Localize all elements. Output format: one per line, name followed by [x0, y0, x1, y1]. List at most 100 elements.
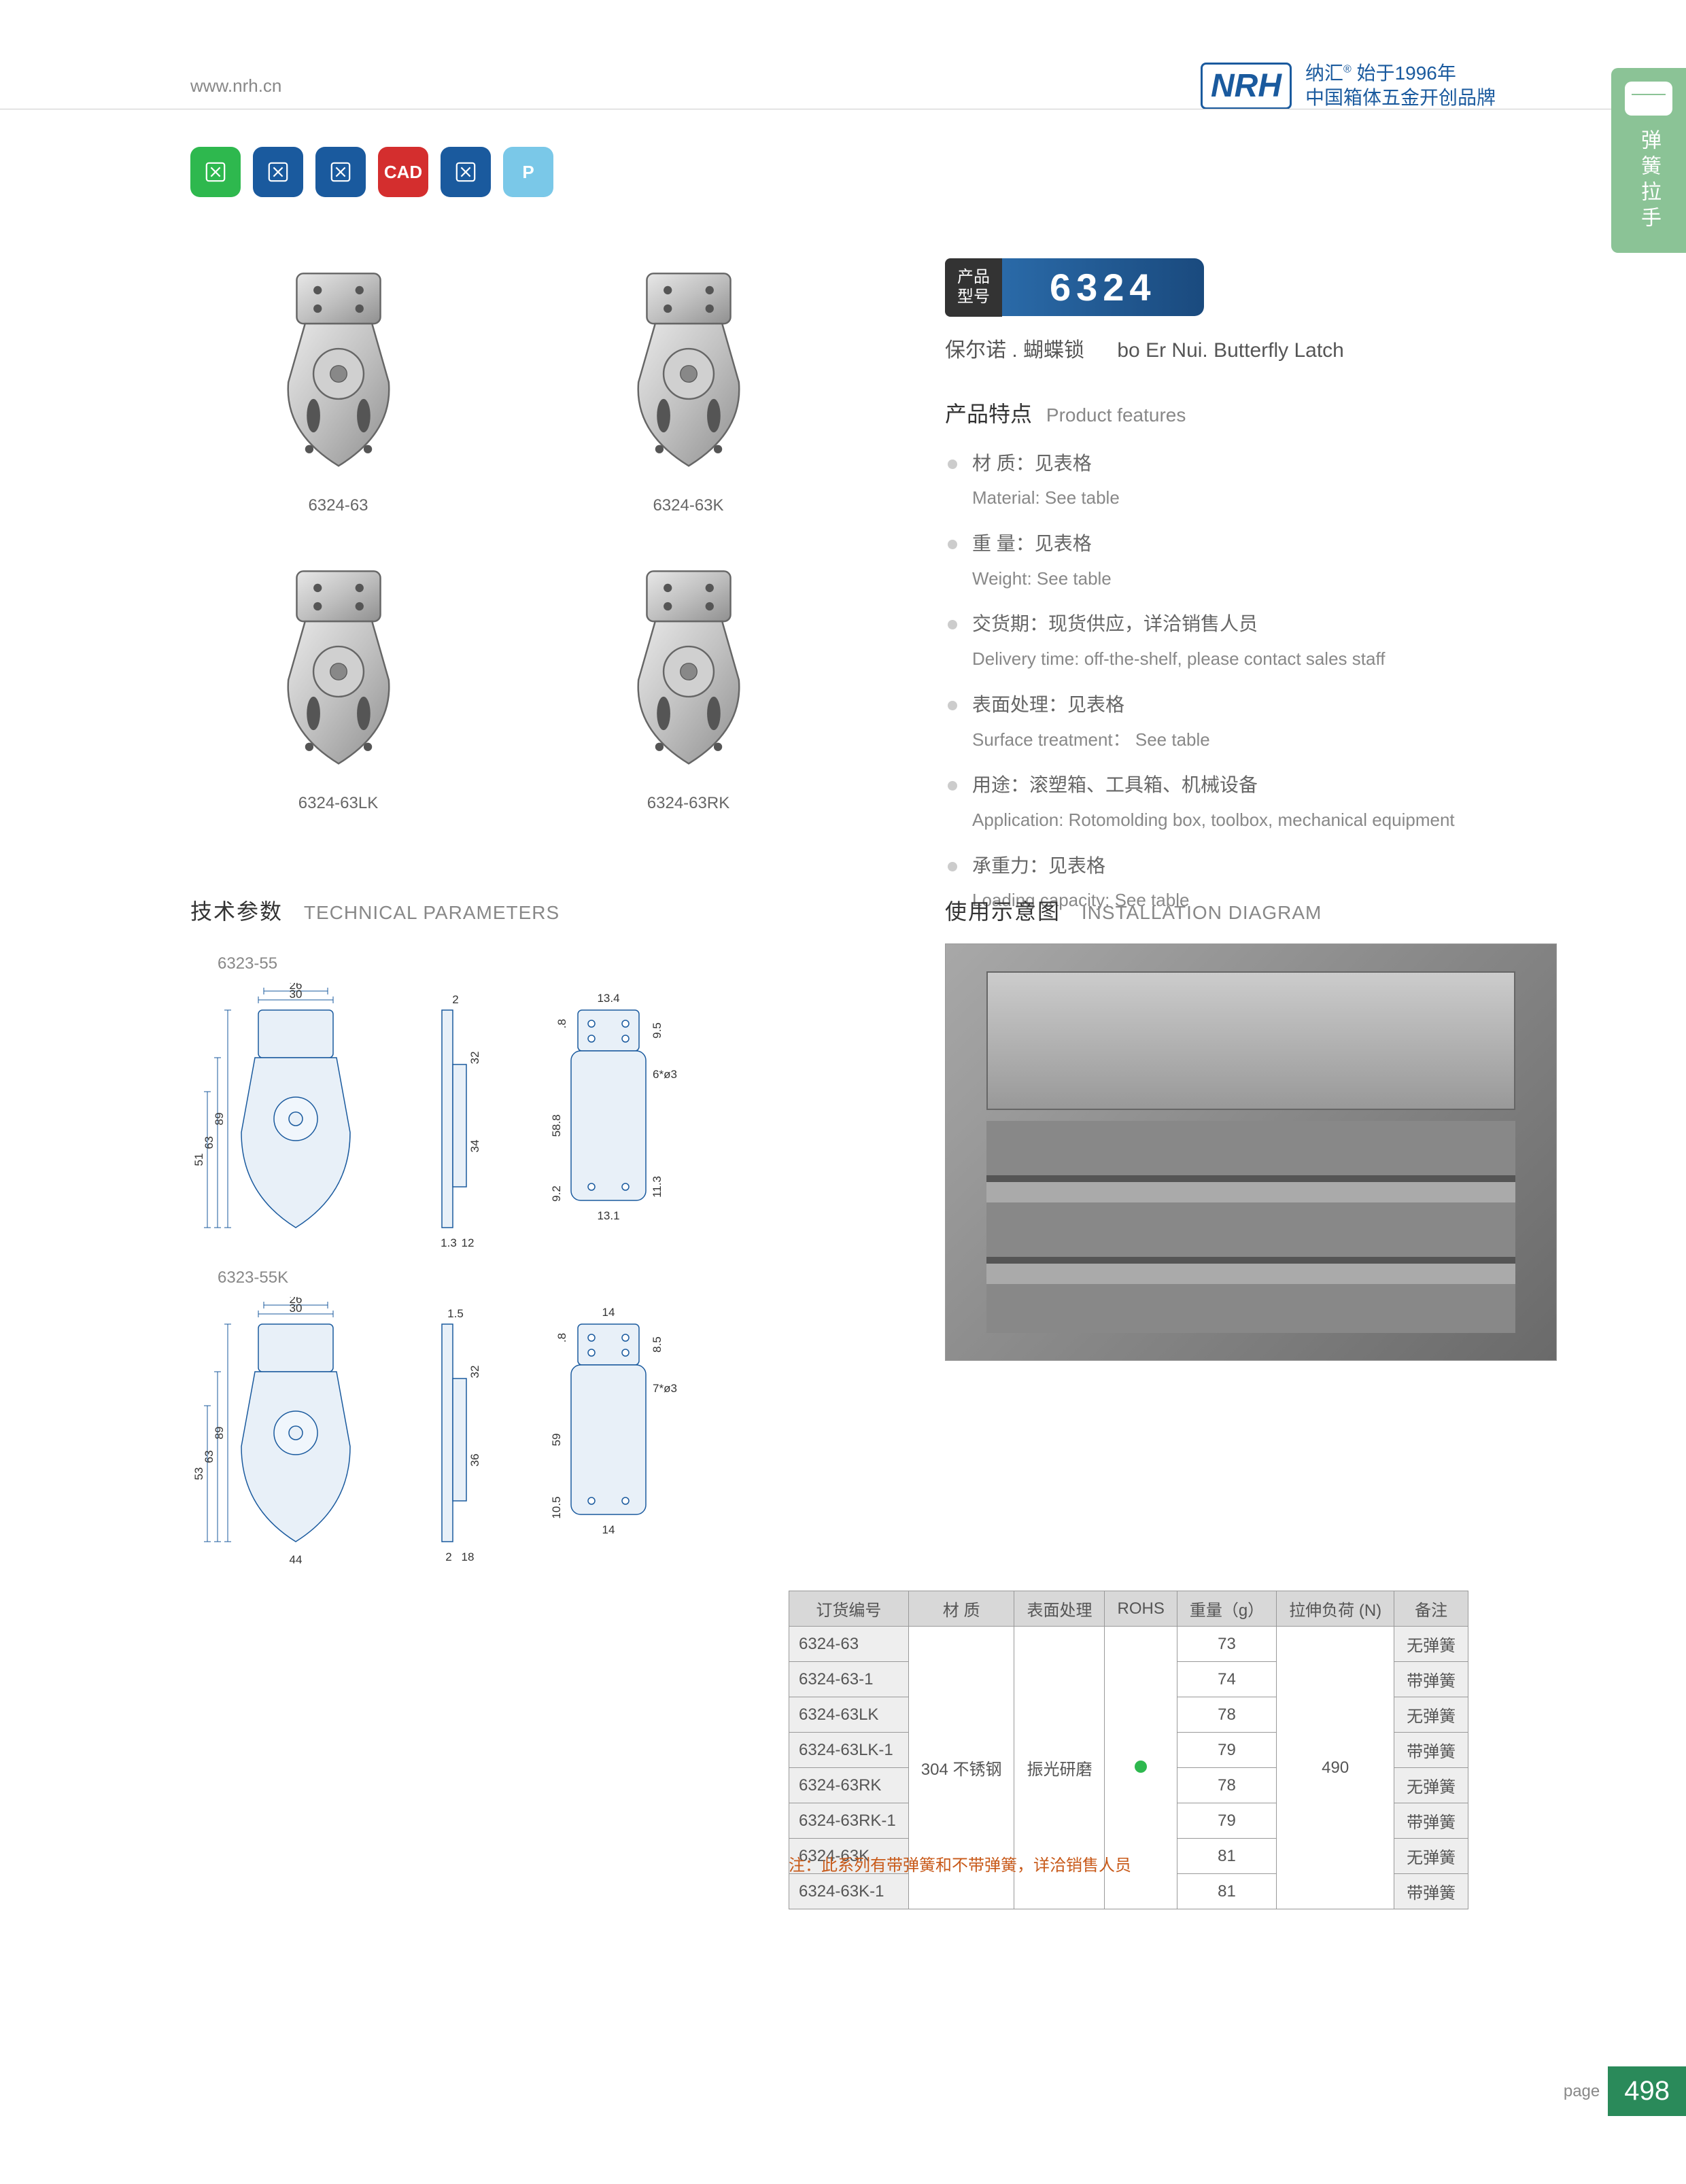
cad-icon: CAD [378, 147, 428, 197]
drawing-row: 3026 89 63 53 44 1.5 32 36 218 [190, 1297, 904, 1569]
feature-item-cn: 重 量：见表格 [945, 529, 1557, 559]
feature-item-en: Application: Rotomolding box, toolbox, m… [945, 806, 1557, 835]
brand-tagline: 中国箱体五金开创品牌 [1305, 86, 1496, 110]
tech-heading-cn: 技术参数 [190, 899, 283, 924]
product-cell: 6324-63 [190, 258, 486, 515]
product-label: 6324-63K [540, 496, 836, 515]
svg-text:6*ø3: 6*ø3 [653, 1068, 677, 1081]
feature-item-en: Delivery time: off-the-shelf, please con… [945, 645, 1557, 674]
svg-text:89: 89 [213, 1427, 226, 1440]
svg-text:9.5: 9.5 [651, 1022, 664, 1039]
model-badge: 产品型号 6324 [945, 258, 1557, 317]
product-name-en: bo Er Nui. Butterfly Latch [1117, 339, 1344, 362]
svg-text:26: 26 [290, 1297, 303, 1306]
brand-year: 始于1996年 [1357, 63, 1456, 84]
nrh-logo: NRH [1201, 63, 1292, 109]
svg-text:32: 32 [468, 1052, 481, 1064]
table-cell-remark: 无弹簧 [1394, 1697, 1468, 1733]
product-image [223, 258, 454, 489]
drawing-front: 3026 89 63 51 [190, 983, 381, 1255]
page-footer: page 498 [1564, 2066, 1686, 2116]
drawing-side: 1.5 32 36 218 [415, 1297, 496, 1569]
products-grid: 6324-63 6324-63K 6324-63LK [190, 258, 836, 813]
svg-text:14: 14 [602, 1523, 615, 1536]
table-cell-part: 6324-63RK [789, 1768, 909, 1803]
drawing-row: 3026 89 63 51 2 32 34 1.312 [190, 983, 904, 1255]
table-cell-weight: 79 [1177, 1733, 1276, 1768]
table-cell-part: 6324-63-1 [789, 1662, 909, 1697]
technical-drawings: 6323-55 3026 89 63 51 [190, 945, 904, 1582]
product-image [573, 556, 804, 787]
table-cell-part: 6324-63LK [789, 1697, 909, 1733]
features-heading-en: Product features [1046, 404, 1186, 426]
feature-item-en: Surface treatment： See table [945, 726, 1557, 755]
drawing-front: 3026 89 63 53 44 [190, 1297, 381, 1569]
svg-text:13.4: 13.4 [597, 992, 619, 1005]
table-header: 拉伸负荷 (N) [1277, 1591, 1394, 1627]
eco-icon [190, 147, 241, 197]
table-cell-weight: 74 [1177, 1662, 1276, 1697]
install-diagram-heading: 使用示意图 INSTALLATION DIAGRAM [945, 895, 1322, 926]
table-cell-weight: 81 [1177, 1874, 1276, 1909]
table-footnote: 注：此系列有带弹簧和不带弹簧，详洽销售人员 [789, 1852, 1131, 1875]
table-cell-weight: 78 [1177, 1697, 1276, 1733]
tech-params-heading: 技术参数 TECHNICAL PARAMETERS [190, 895, 560, 926]
drawing-top: 13.4 9.5 6*ø3 58.8 9.2 11.3 .8 13.1 [530, 983, 680, 1255]
svg-text:2: 2 [452, 993, 458, 1006]
table-cell-remark: 带弹簧 [1394, 1803, 1468, 1839]
svg-text:32: 32 [468, 1366, 481, 1379]
svg-text:44: 44 [290, 1553, 303, 1566]
feature-item-en: Material: See table [945, 484, 1557, 513]
table-cell-part: 6324-63 [789, 1627, 909, 1662]
product-image [223, 556, 454, 787]
table-cell-part: 6324-63K-1 [789, 1874, 909, 1909]
table-cell-remark: 带弹簧 [1394, 1662, 1468, 1697]
svg-text:63: 63 [203, 1451, 216, 1463]
table-cell-weight: 73 [1177, 1627, 1276, 1662]
table-header: 订货编号 [789, 1591, 909, 1627]
svg-text:9.2: 9.2 [550, 1185, 563, 1202]
drawing-top: 14 8.5 7*ø3 59 10.5 .8 14 [530, 1297, 680, 1569]
p-icon: P [503, 147, 553, 197]
svg-text:8.5: 8.5 [651, 1336, 664, 1353]
svg-text:89: 89 [213, 1113, 226, 1126]
product-name-cn: 保尔诺 . 蝴蝶锁 [945, 339, 1084, 362]
svg-text:13.1: 13.1 [597, 1209, 619, 1222]
feature-item-cn: 承重力：见表格 [945, 851, 1557, 882]
svg-text:.8: .8 [555, 1019, 568, 1028]
table-cell-weight: 79 [1177, 1803, 1276, 1839]
side-category-tab: 弹簧拉手 [1611, 68, 1686, 253]
svg-text:7*ø3: 7*ø3 [653, 1382, 677, 1395]
feature-item-cn: 交货期：现货供应，详洽销售人员 [945, 609, 1557, 640]
install-heading-cn: 使用示意图 [945, 899, 1061, 924]
feature-item-cn: 材 质：见表格 [945, 449, 1557, 479]
svg-text:1.5: 1.5 [447, 1307, 464, 1320]
svg-text:2: 2 [445, 1550, 451, 1563]
feature-item-cn: 用途：滚塑箱、工具箱、机械设备 [945, 770, 1557, 801]
brand-cn: 纳汇 [1305, 63, 1343, 84]
table-header: 重量（g） [1177, 1591, 1276, 1627]
features-heading-cn: 产品特点 [945, 402, 1032, 426]
product-info-panel: 产品型号 6324 保尔诺 . 蝴蝶锁 bo Er Nui. Butterfly… [945, 258, 1557, 931]
product-cell: 6324-63RK [540, 556, 836, 813]
table-header: 材 质 [908, 1591, 1014, 1627]
product-label: 6324-63LK [190, 794, 486, 813]
table-cell-remark: 带弹簧 [1394, 1733, 1468, 1768]
feature-icons-row: CAD P [190, 147, 553, 197]
product-image [573, 258, 804, 489]
table-cell-weight: 81 [1177, 1839, 1276, 1874]
product-label: 6324-63RK [540, 794, 836, 813]
table-cell-part: 6324-63RK-1 [789, 1803, 909, 1839]
install-heading-en: INSTALLATION DIAGRAM [1082, 902, 1322, 923]
table-cell-remark: 无弹簧 [1394, 1839, 1468, 1874]
product-cell: 6324-63K [540, 258, 836, 515]
drawing-side: 2 32 34 1.312 [415, 983, 496, 1255]
reg-mark: ® [1343, 64, 1352, 75]
feature-item-cn: 表面处理：见表格 [945, 690, 1557, 721]
model-number: 6324 [1002, 258, 1204, 316]
installation-photo [945, 943, 1557, 1361]
page-label: page [1564, 2082, 1600, 2101]
feature-item-en: Weight: See table [945, 565, 1557, 593]
product-label: 6324-63 [190, 496, 486, 515]
features-heading: 产品特点 Product features [945, 397, 1557, 428]
